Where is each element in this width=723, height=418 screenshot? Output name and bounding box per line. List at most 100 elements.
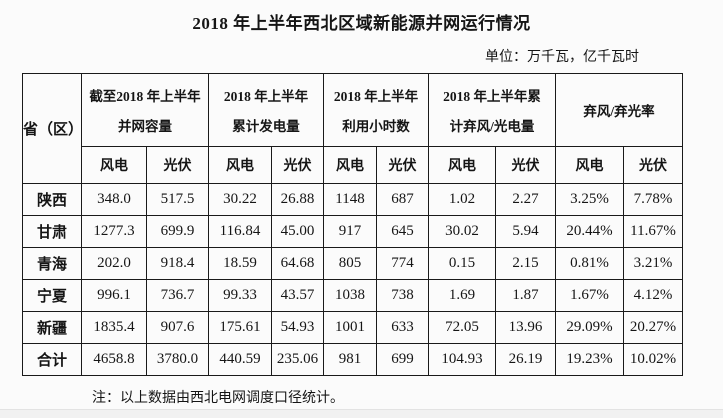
value-cell: 996.1: [81, 279, 147, 312]
value-cell: 1.69: [428, 279, 496, 312]
province-cell: 陕西: [22, 183, 82, 216]
value-cell: 116.84: [208, 215, 272, 248]
value-cell: 736.7: [146, 279, 209, 312]
value-cell: 1.02: [428, 183, 496, 216]
page-title: 2018 年上半年西北区域新能源并网运行情况: [192, 14, 531, 33]
table-row: 青海 202.0 918.4 18.59 64.68 805 774 0.15 …: [22, 247, 684, 280]
value-cell: 29.09%: [555, 311, 624, 344]
group-header-line: 2018 年上半年: [333, 88, 419, 104]
value-cell: 1001: [323, 311, 377, 344]
value-cell: 104.93: [428, 343, 496, 376]
table-row: 宁夏 996.1 736.7 99.33 43.57 1038 738 1.69…: [22, 279, 684, 312]
value-cell: 805: [323, 247, 377, 280]
value-cell: 26.88: [271, 183, 324, 216]
value-cell: 348.0: [81, 183, 147, 216]
sub-header-wind: 风电: [323, 146, 377, 184]
table-row: 陕西 348.0 517.5 30.22 26.88 1148 687 1.02…: [22, 183, 684, 216]
group-header-line: 2018 年上半年累: [443, 88, 541, 104]
value-cell: 5.94: [495, 215, 556, 248]
table-body: 陕西 348.0 517.5 30.22 26.88 1148 687 1.02…: [22, 183, 684, 376]
group-header-generation: 2018 年上半年 累计发电量: [208, 73, 324, 147]
value-cell: 738: [376, 279, 429, 312]
value-cell: 10.02%: [622, 343, 684, 376]
value-cell: 202.0: [81, 247, 147, 280]
value-cell: 918.4: [146, 247, 209, 280]
group-header-row: 省（区） 截至2018 年上半年 并网容量 2018 年上半年 累计发电量 20…: [22, 73, 684, 184]
value-cell: 72.05: [428, 311, 496, 344]
table-row: 新疆 1835.4 907.6 175.61 54.93 1001 633 72…: [22, 311, 684, 344]
value-cell: 26.19: [495, 343, 556, 376]
table-header: 省（区） 截至2018 年上半年 并网容量 2018 年上半年 累计发电量 20…: [22, 73, 684, 184]
value-cell: 20.44%: [555, 215, 624, 248]
value-cell: 13.96: [495, 311, 556, 344]
value-cell: 7.78%: [622, 183, 684, 216]
value-cell: 2.15: [495, 247, 556, 280]
value-cell: 3780.0: [146, 343, 209, 376]
value-cell: 699.9: [146, 215, 209, 248]
group-header-utilization-hours: 2018 年上半年 利用小时数: [323, 73, 429, 147]
value-cell: 981: [323, 343, 377, 376]
value-cell: 0.15: [428, 247, 496, 280]
province-cell: 宁夏: [22, 279, 82, 312]
value-cell: 43.57: [271, 279, 324, 312]
group-header-line: 弃风/弃光率: [583, 104, 655, 119]
group-header-line: 2018 年上半年: [223, 88, 309, 104]
province-cell: 合计: [22, 343, 82, 376]
value-cell: 1038: [323, 279, 377, 312]
value-cell: 64.68: [271, 247, 324, 280]
sub-header-wind: 风电: [555, 146, 624, 184]
value-cell: 3.21%: [622, 247, 684, 280]
value-cell: 917: [323, 215, 377, 248]
sub-header-solar: 光伏: [146, 146, 209, 184]
value-cell: 30.02: [428, 215, 496, 248]
sub-header-wind: 风电: [428, 146, 496, 184]
corner-header-province: 省（区）: [22, 73, 82, 184]
province-cell: 青海: [22, 247, 82, 280]
energy-data-table: 省（区） 截至2018 年上半年 并网容量 2018 年上半年 累计发电量 20…: [22, 73, 684, 376]
value-cell: 3.25%: [555, 183, 624, 216]
group-header-line: 利用小时数: [342, 119, 410, 135]
sub-header-solar: 光伏: [622, 146, 684, 184]
group-header-line: 并网容量: [118, 119, 172, 135]
value-cell: 18.59: [208, 247, 272, 280]
table-row: 合计 4658.8 3780.0 440.59 235.06 981 699 1…: [22, 343, 684, 376]
value-cell: 440.59: [208, 343, 272, 376]
value-cell: 2.27: [495, 183, 556, 216]
value-cell: 19.23%: [555, 343, 624, 376]
value-cell: 54.93: [271, 311, 324, 344]
value-cell: 99.33: [208, 279, 272, 312]
value-cell: 774: [376, 247, 429, 280]
bottom-strip: [0, 409, 723, 418]
value-cell: 1148: [323, 183, 377, 216]
province-cell: 新疆: [22, 311, 82, 344]
group-header-line: 计弃风/光电量: [449, 119, 535, 135]
value-cell: 633: [376, 311, 429, 344]
sub-header-wind: 风电: [208, 146, 272, 184]
value-cell: 517.5: [146, 183, 209, 216]
sub-header-solar: 光伏: [495, 146, 556, 184]
sub-header-solar: 光伏: [271, 146, 324, 184]
sub-header-solar: 光伏: [376, 146, 429, 184]
value-cell: 1.87: [495, 279, 556, 312]
value-cell: 1.67%: [555, 279, 624, 312]
value-cell: 11.67%: [622, 215, 684, 248]
value-cell: 699: [376, 343, 429, 376]
sub-header-wind: 风电: [81, 146, 147, 184]
group-header-capacity: 截至2018 年上半年 并网容量: [81, 73, 209, 147]
value-cell: 20.27%: [622, 311, 684, 344]
unit-label: 单位：万千瓦，亿千瓦时: [485, 50, 639, 65]
value-cell: 907.6: [146, 311, 209, 344]
value-cell: 4.12%: [622, 279, 684, 312]
group-header-line: 累计发电量: [232, 119, 300, 135]
group-header-curtailment-rate: 弃风/弃光率: [554, 73, 684, 147]
group-header-line: 截至2018 年上半年: [89, 88, 201, 104]
province-cell: 甘肃: [22, 215, 82, 248]
value-cell: 645: [376, 215, 429, 248]
value-cell: 45.00: [271, 215, 324, 248]
group-header-curtailed-energy: 2018 年上半年累 计弃风/光电量: [428, 73, 556, 147]
value-cell: 4658.8: [81, 343, 147, 376]
value-cell: 1277.3: [81, 215, 147, 248]
value-cell: 0.81%: [555, 247, 624, 280]
sub-header-row: 风电 光伏 风电 光伏 风电 光伏 风电 光伏 风电 光伏: [23, 146, 684, 184]
table-row: 甘肃 1277.3 699.9 116.84 45.00 917 645 30.…: [22, 215, 684, 248]
